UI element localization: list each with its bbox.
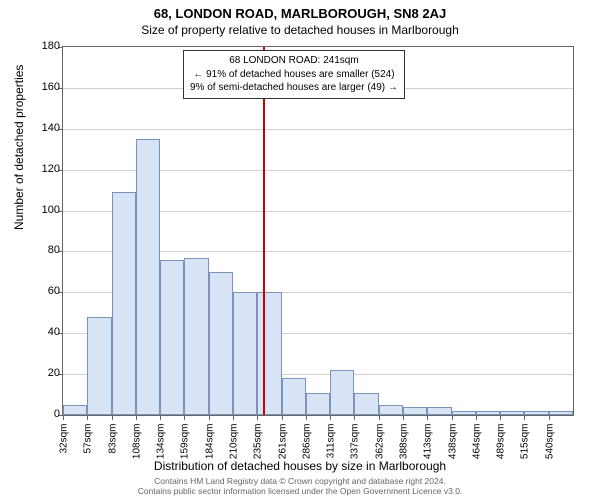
- x-tick-label: 83sqm: [107, 424, 118, 474]
- y-tick-label: 20: [30, 367, 60, 379]
- plot-area: 68 LONDON ROAD: 241sqm← 91% of detached …: [62, 46, 574, 416]
- x-tick-label: 134sqm: [156, 424, 167, 474]
- x-tick-mark: [112, 415, 113, 420]
- y-tick-label: 120: [30, 163, 60, 175]
- y-tick-label: 160: [30, 81, 60, 93]
- histogram-bar: [63, 405, 87, 415]
- reference-line: [263, 47, 265, 415]
- footer-text: Contains HM Land Registry data © Crown c…: [0, 476, 600, 497]
- histogram-bar: [306, 393, 330, 415]
- y-tick-label: 180: [30, 40, 60, 52]
- x-tick-mark: [476, 415, 477, 420]
- histogram-bar: [354, 393, 378, 415]
- histogram-bar: [427, 407, 451, 415]
- x-tick-label: 438sqm: [447, 424, 458, 474]
- y-axis-label: Number of detached properties: [12, 65, 26, 230]
- x-tick-mark: [379, 415, 380, 420]
- x-tick-mark: [282, 415, 283, 420]
- x-tick-label: 261sqm: [277, 424, 288, 474]
- histogram-bar: [136, 139, 160, 415]
- x-tick-label: 184sqm: [204, 424, 215, 474]
- x-tick-mark: [524, 415, 525, 420]
- footer-line2: Contains public sector information licen…: [0, 486, 600, 497]
- gridline: [63, 129, 573, 130]
- x-tick-mark: [330, 415, 331, 420]
- x-tick-label: 311sqm: [326, 424, 337, 474]
- main-title: 68, LONDON ROAD, MARLBOROUGH, SN8 2AJ: [0, 0, 600, 21]
- x-tick-mark: [427, 415, 428, 420]
- x-tick-label: 57sqm: [83, 424, 94, 474]
- histogram-bar: [233, 292, 257, 415]
- x-tick-label: 286sqm: [301, 424, 312, 474]
- histogram-bar: [452, 411, 476, 415]
- y-tick-label: 140: [30, 122, 60, 134]
- histogram-bar: [209, 272, 233, 415]
- x-tick-mark: [184, 415, 185, 420]
- x-tick-label: 413sqm: [423, 424, 434, 474]
- footer-line1: Contains HM Land Registry data © Crown c…: [0, 476, 600, 487]
- histogram-bar: [87, 317, 111, 415]
- y-tick-label: 0: [30, 408, 60, 420]
- x-tick-mark: [452, 415, 453, 420]
- histogram-bar: [549, 411, 573, 415]
- y-tick-label: 60: [30, 285, 60, 297]
- x-tick-mark: [354, 415, 355, 420]
- histogram-bar: [330, 370, 354, 415]
- histogram-bar: [184, 258, 208, 415]
- histogram-bar: [112, 192, 136, 415]
- x-tick-label: 108sqm: [131, 424, 142, 474]
- histogram-bar: [524, 411, 548, 415]
- x-tick-label: 388sqm: [399, 424, 410, 474]
- histogram-bar: [160, 260, 184, 415]
- x-tick-label: 235sqm: [253, 424, 264, 474]
- annotation-box: 68 LONDON ROAD: 241sqm← 91% of detached …: [183, 50, 405, 99]
- x-tick-mark: [87, 415, 88, 420]
- histogram-bar: [403, 407, 427, 415]
- x-tick-label: 362sqm: [374, 424, 385, 474]
- x-tick-mark: [500, 415, 501, 420]
- x-tick-label: 32sqm: [59, 424, 70, 474]
- x-tick-label: 489sqm: [496, 424, 507, 474]
- histogram-bar: [282, 378, 306, 415]
- x-tick-label: 515sqm: [520, 424, 531, 474]
- sub-title: Size of property relative to detached ho…: [0, 21, 600, 37]
- y-tick-label: 100: [30, 204, 60, 216]
- y-tick-label: 80: [30, 244, 60, 256]
- annotation-line: ← 91% of detached houses are smaller (52…: [190, 68, 398, 82]
- histogram-bar: [500, 411, 524, 415]
- x-tick-mark: [160, 415, 161, 420]
- x-tick-mark: [63, 415, 64, 420]
- x-tick-mark: [209, 415, 210, 420]
- annotation-line: 9% of semi-detached houses are larger (4…: [190, 81, 398, 95]
- histogram-bar: [257, 292, 281, 415]
- annotation-line: 68 LONDON ROAD: 241sqm: [190, 54, 398, 68]
- x-tick-mark: [549, 415, 550, 420]
- x-tick-label: 337sqm: [350, 424, 361, 474]
- histogram-bar: [379, 405, 403, 415]
- chart-container: 68, LONDON ROAD, MARLBOROUGH, SN8 2AJ Si…: [0, 0, 600, 500]
- x-tick-mark: [233, 415, 234, 420]
- x-tick-mark: [306, 415, 307, 420]
- x-tick-mark: [403, 415, 404, 420]
- x-tick-label: 210sqm: [229, 424, 240, 474]
- histogram-bar: [476, 411, 500, 415]
- x-tick-label: 159sqm: [180, 424, 191, 474]
- x-tick-label: 540sqm: [544, 424, 555, 474]
- x-tick-mark: [257, 415, 258, 420]
- x-tick-label: 464sqm: [471, 424, 482, 474]
- y-tick-label: 40: [30, 326, 60, 338]
- x-tick-mark: [136, 415, 137, 420]
